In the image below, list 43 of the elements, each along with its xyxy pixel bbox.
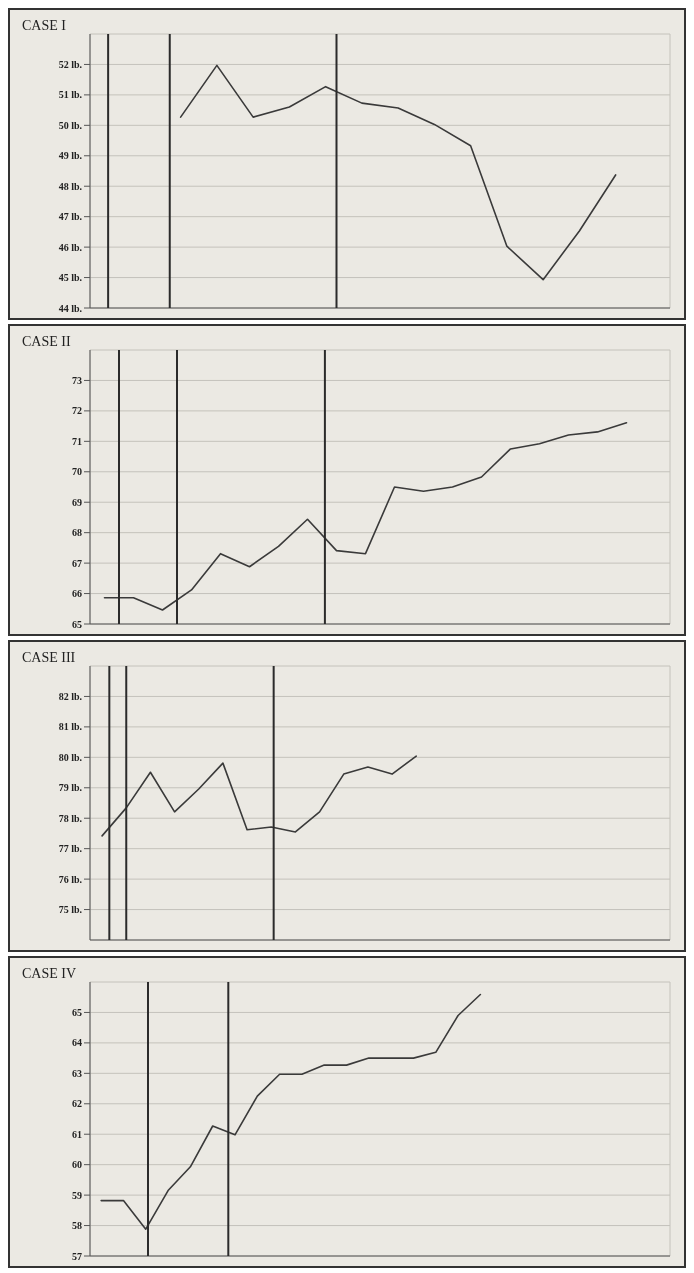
y-tick-label: 80 lb. (58, 751, 83, 763)
chart-title: CASE II (22, 334, 71, 350)
y-tick-label: 78 lb. (58, 812, 83, 824)
line-series (179, 64, 617, 281)
y-tick-label: 50 lb. (58, 119, 83, 131)
line-series (103, 421, 628, 611)
y-tick-label: 65 (72, 1006, 82, 1018)
y-tick-label: 82 lb. (58, 690, 83, 702)
y-tick-label: 76 lb. (58, 873, 83, 885)
y-tick-label: 70 (72, 466, 82, 478)
y-tick-label: 68 (72, 527, 82, 539)
y-tick-label: 51 lb. (58, 89, 83, 101)
y-tick-label: 52 lb. (58, 58, 83, 70)
y-tick-label: 60 (72, 1159, 82, 1171)
y-tick-label: 77 lb. (58, 843, 83, 855)
y-tick-label: 57 (72, 1250, 82, 1262)
y-tick-label: 72 (72, 405, 82, 417)
y-tick-label: 47 lb. (58, 211, 83, 223)
y-tick-label: 44 lb. (58, 302, 83, 314)
line-series (101, 755, 418, 837)
y-tick-label: 66 (72, 588, 82, 600)
y-tick-label: 61 (72, 1128, 82, 1140)
y-tick-label: 79 lb. (58, 782, 83, 794)
y-tick-label: 64 (72, 1037, 82, 1049)
y-tick-label: 48 lb. (58, 180, 83, 192)
chart-title: CASE I (22, 18, 66, 34)
y-tick-label: 59 (72, 1189, 82, 1201)
chart-title: CASE IV (22, 966, 77, 982)
y-tick-label: 75 lb. (58, 904, 83, 916)
y-tick-label: 67 (72, 557, 82, 569)
y-tick-label: 63 (72, 1067, 82, 1079)
y-tick-label: 58 (72, 1220, 82, 1232)
y-tick-label: 69 (72, 496, 82, 508)
y-tick-label: 71 (72, 435, 82, 447)
y-tick-label: 46 lb. (58, 241, 83, 253)
y-tick-label: 81 lb. (58, 721, 83, 733)
y-tick-label: 49 lb. (58, 150, 83, 162)
chart-title: CASE III (22, 650, 76, 666)
y-tick-label: 65 (72, 618, 82, 630)
y-tick-label: 73 (72, 374, 82, 386)
y-tick-label: 45 lb. (58, 272, 83, 284)
line-series (100, 993, 482, 1231)
y-tick-label: 62 (72, 1098, 82, 1110)
